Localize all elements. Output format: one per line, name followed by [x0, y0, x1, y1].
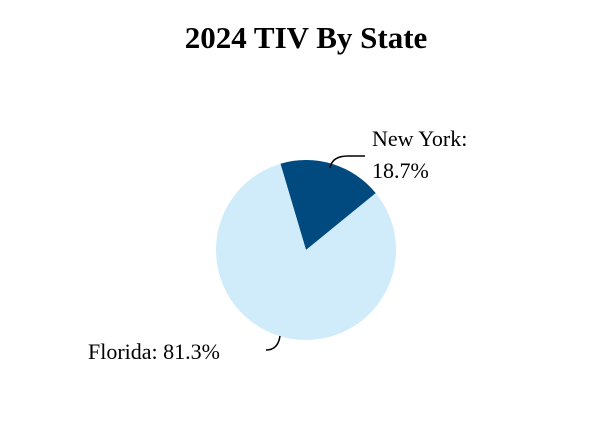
slice-label: New York:	[372, 126, 467, 151]
leader-line	[329, 155, 365, 169]
pie-slice	[216, 163, 397, 340]
slice-value-label: 81.3%	[163, 339, 220, 364]
leader-line	[265, 335, 281, 351]
slice-label: Florida: 81.3%	[88, 339, 220, 364]
pie	[216, 160, 397, 340]
slice-label-name: Florida:	[88, 339, 158, 364]
pie-slice	[280, 160, 376, 250]
chart-title: 2024 TIV By State	[185, 20, 428, 55]
slice-value-label: 18.7%	[372, 158, 429, 183]
